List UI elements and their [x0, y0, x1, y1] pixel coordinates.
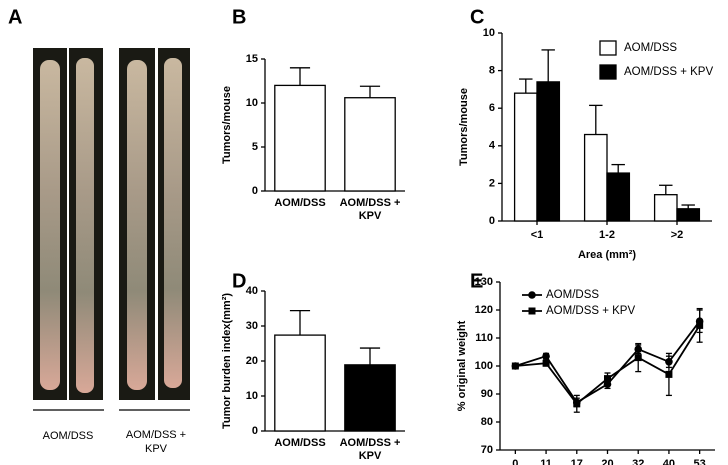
legend-label: AOM/DSS + KPV	[546, 305, 635, 317]
y-tick-label: 0	[252, 425, 258, 437]
y-axis-label: Tumors/mouse	[458, 88, 470, 166]
y-tick-label: 80	[481, 416, 493, 428]
y-tick-label: 130	[475, 276, 493, 288]
y-tick-label: 15	[246, 53, 258, 65]
panel-letter: E	[470, 270, 483, 292]
panel-letter: C	[470, 6, 484, 28]
y-axis-label: Tumor burden index(mm²)	[221, 293, 233, 429]
x-tick-label: 1-2	[599, 229, 615, 241]
x-tick-label: 40	[663, 458, 675, 465]
y-tick-label: 4	[489, 140, 496, 152]
colon	[76, 58, 94, 393]
marker	[634, 354, 642, 362]
legend-label: AOM/DSS	[546, 289, 599, 301]
x-tick-label-box: AOM/DSS	[274, 437, 326, 449]
bar	[653, 194, 678, 222]
colon-photos	[33, 48, 190, 400]
error-bar	[289, 309, 311, 336]
y-tick-label: 0	[489, 215, 495, 227]
bar	[344, 97, 396, 192]
error-bar	[359, 85, 381, 98]
bar	[536, 81, 561, 222]
y-tick-label: 10	[483, 27, 495, 39]
marker	[511, 362, 519, 370]
x-tick-label: 53	[694, 458, 706, 465]
error-bar	[611, 163, 625, 174]
panel-letter: D	[232, 270, 246, 292]
panel-letter: A	[8, 6, 22, 28]
y-axis-label: % original weight	[456, 320, 468, 411]
y-tick-label: 5	[252, 141, 258, 153]
bar	[583, 133, 608, 222]
y-tick-label: 70	[481, 444, 493, 456]
group-label-box: AOM/DSS + KPV	[125, 429, 187, 455]
group-label: AOM/DSS	[43, 430, 94, 442]
colon	[164, 58, 182, 388]
marker	[696, 321, 704, 329]
x-tick-label: <1	[531, 229, 544, 241]
y-tick-label: 40	[246, 285, 258, 297]
bar	[606, 172, 631, 222]
bar	[274, 84, 326, 192]
marker	[604, 375, 611, 383]
marker	[665, 370, 673, 378]
y-tick-label: 10	[246, 97, 258, 109]
legend-swatch	[599, 64, 617, 80]
y-tick-label: 100	[475, 360, 493, 372]
error-bar	[541, 49, 555, 82]
legend-label: AOM/DSS	[624, 42, 677, 54]
marker	[542, 359, 550, 367]
marker	[573, 400, 581, 408]
error-bar	[589, 104, 603, 135]
error-bar	[359, 347, 381, 365]
legend-marker	[528, 291, 536, 299]
x-tick-label-box: AOM/DSS	[274, 197, 326, 209]
x-tick-label: AOM/DSS	[274, 437, 326, 449]
colon	[127, 60, 147, 390]
y-tick-label: 120	[475, 304, 493, 316]
bar	[513, 92, 538, 222]
y-tick-label: 8	[489, 65, 495, 77]
x-tick-label: 11	[540, 458, 552, 465]
x-tick-label: AOM/DSS + KPV	[339, 197, 401, 222]
y-tick-label: 20	[246, 355, 258, 367]
x-tick-label: AOM/DSS	[274, 197, 326, 209]
y-tick-label: 0	[252, 185, 258, 197]
x-tick-label: >2	[671, 229, 684, 241]
x-axis-label: Area (mm²)	[578, 249, 636, 261]
error-bar	[289, 67, 311, 86]
x-tick-label-box: AOM/DSS + KPV	[339, 197, 401, 222]
colon	[40, 60, 60, 390]
error-bar	[519, 78, 533, 94]
legend-marker	[528, 307, 536, 315]
legend-swatch	[599, 40, 617, 56]
panel-letter: B	[232, 6, 246, 28]
x-tick-label: 32	[632, 458, 644, 465]
x-tick-label: 17	[571, 458, 583, 465]
bar	[676, 208, 701, 222]
y-tick-label: 90	[481, 388, 493, 400]
x-tick-label: 20	[601, 458, 613, 465]
y-axis-label: Tumors/mouse	[221, 86, 233, 164]
y-tick-label: 6	[489, 102, 495, 114]
bar	[344, 364, 396, 432]
marker	[542, 352, 550, 361]
x-tick-label: 0	[512, 458, 518, 465]
y-tick-label: 2	[489, 177, 495, 189]
y-tick-label: 110	[475, 332, 493, 344]
error-bar	[659, 184, 673, 195]
x-tick-label-box: AOM/DSS + KPV	[339, 437, 401, 462]
group-label: AOM/DSS + KPV	[125, 429, 187, 455]
bar	[274, 334, 326, 432]
x-tick-label: AOM/DSS + KPV	[339, 437, 401, 462]
legend-label: AOM/DSS + KPV	[624, 66, 713, 78]
y-tick-label: 30	[246, 320, 258, 332]
y-tick-label: 10	[246, 390, 258, 402]
